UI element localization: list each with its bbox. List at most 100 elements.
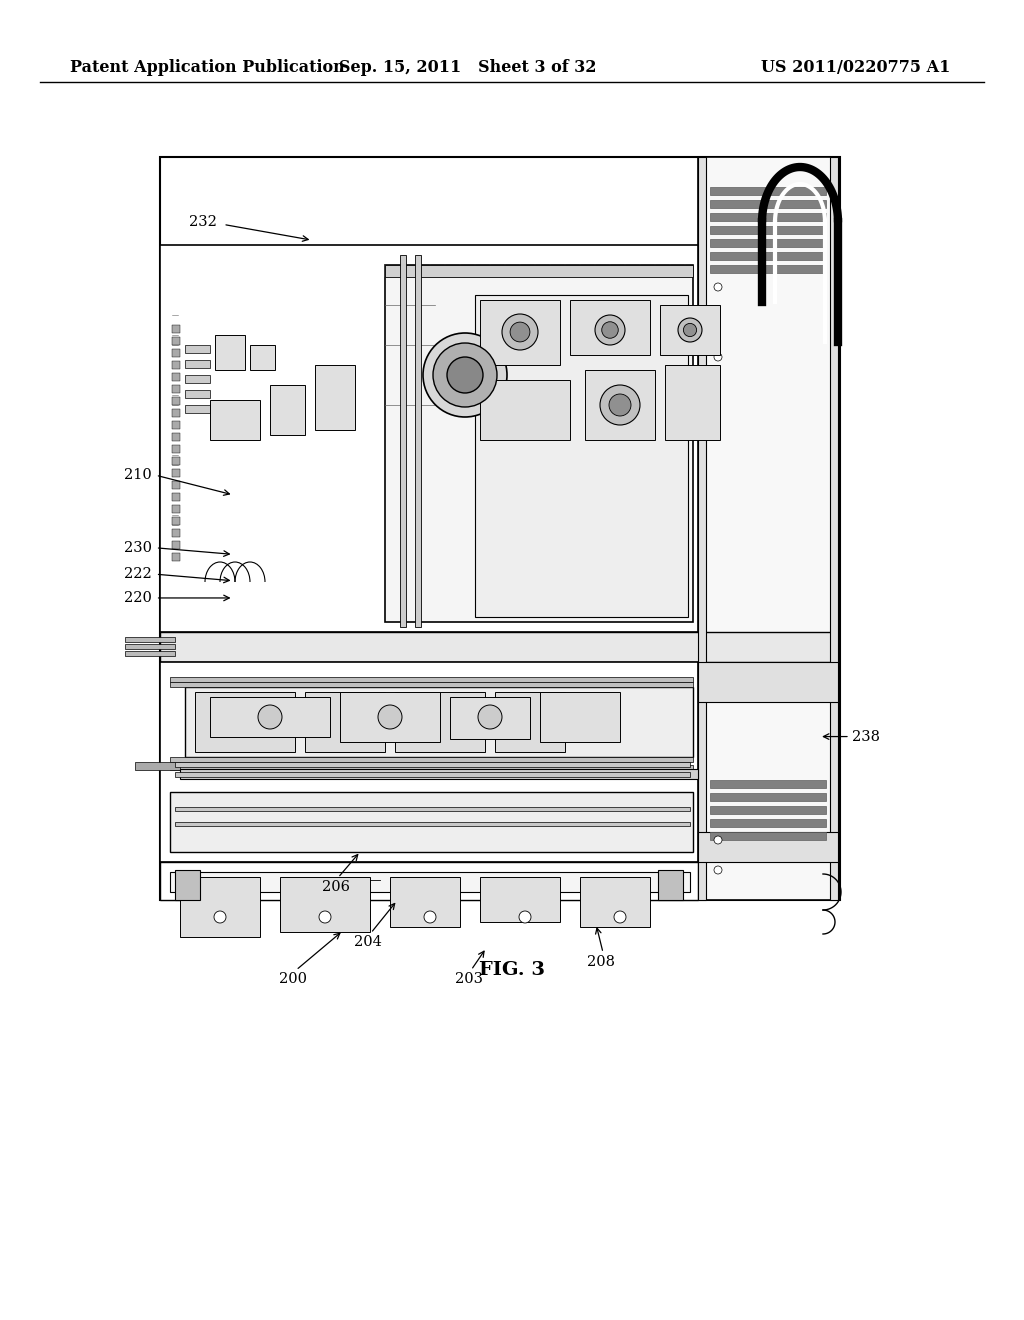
Circle shape: [600, 385, 640, 425]
Bar: [480, 380, 570, 440]
Circle shape: [478, 705, 502, 729]
Bar: [160, 862, 698, 900]
Circle shape: [319, 911, 331, 923]
Text: 238: 238: [852, 730, 880, 743]
Bar: [172, 517, 180, 525]
Circle shape: [423, 333, 507, 417]
Bar: [185, 405, 210, 413]
Circle shape: [614, 911, 626, 923]
Bar: [175, 822, 690, 826]
Bar: [395, 692, 485, 752]
Bar: [170, 873, 690, 892]
Bar: [710, 239, 826, 247]
Bar: [160, 632, 838, 663]
Bar: [172, 541, 180, 549]
Bar: [710, 793, 826, 801]
Circle shape: [683, 323, 696, 337]
Bar: [305, 692, 385, 752]
Bar: [710, 832, 826, 840]
Bar: [170, 766, 693, 770]
Circle shape: [424, 911, 436, 923]
Bar: [125, 644, 175, 649]
Bar: [280, 876, 370, 932]
Bar: [270, 385, 305, 436]
Circle shape: [378, 705, 402, 729]
Bar: [125, 638, 175, 642]
Bar: [172, 348, 180, 356]
Bar: [180, 876, 260, 937]
Bar: [698, 157, 838, 900]
Bar: [170, 677, 693, 682]
Bar: [195, 692, 295, 752]
Bar: [215, 335, 245, 370]
Circle shape: [258, 705, 282, 729]
Bar: [570, 300, 650, 355]
Text: US 2011/0220775 A1: US 2011/0220775 A1: [761, 59, 950, 77]
Bar: [385, 265, 693, 622]
Circle shape: [433, 343, 497, 407]
Bar: [160, 157, 840, 900]
Bar: [172, 337, 180, 345]
Text: 206: 206: [322, 880, 349, 894]
Bar: [710, 780, 826, 788]
Bar: [658, 870, 683, 900]
Bar: [175, 772, 690, 777]
Bar: [172, 360, 180, 370]
Bar: [172, 374, 180, 381]
Bar: [172, 469, 180, 477]
Bar: [830, 157, 838, 900]
Circle shape: [714, 352, 722, 360]
Circle shape: [214, 911, 226, 923]
Bar: [170, 756, 693, 762]
Bar: [340, 692, 440, 742]
Bar: [170, 682, 693, 686]
Text: FIG. 3: FIG. 3: [479, 961, 545, 979]
Bar: [172, 397, 180, 405]
Bar: [172, 433, 180, 441]
Bar: [172, 409, 180, 417]
Bar: [585, 370, 655, 440]
Bar: [210, 400, 260, 440]
Bar: [172, 325, 180, 333]
Text: 204: 204: [354, 936, 382, 949]
Bar: [250, 345, 275, 370]
Bar: [495, 692, 565, 752]
Bar: [415, 255, 421, 627]
Bar: [698, 157, 706, 900]
Bar: [180, 770, 698, 779]
Circle shape: [714, 282, 722, 290]
Circle shape: [510, 322, 529, 342]
Bar: [710, 807, 826, 814]
Bar: [210, 697, 330, 737]
Bar: [185, 360, 210, 368]
Bar: [172, 492, 180, 502]
Bar: [710, 265, 826, 273]
Bar: [710, 213, 826, 220]
Bar: [172, 480, 180, 488]
Bar: [172, 421, 180, 429]
Circle shape: [678, 318, 702, 342]
Text: 232: 232: [189, 215, 217, 228]
Bar: [480, 300, 560, 366]
Bar: [385, 265, 693, 277]
Bar: [185, 375, 210, 383]
Bar: [172, 457, 180, 465]
Bar: [400, 255, 406, 627]
Bar: [665, 366, 720, 440]
Bar: [185, 686, 693, 756]
Text: 200: 200: [279, 973, 306, 986]
Bar: [710, 252, 826, 260]
Circle shape: [609, 393, 631, 416]
Bar: [710, 201, 826, 209]
Bar: [540, 692, 620, 742]
Circle shape: [714, 866, 722, 874]
Bar: [135, 762, 180, 770]
Text: Sep. 15, 2011   Sheet 3 of 32: Sep. 15, 2011 Sheet 3 of 32: [339, 59, 597, 77]
Text: 208: 208: [587, 956, 614, 969]
Bar: [698, 663, 838, 702]
Text: 222: 222: [124, 568, 152, 581]
Text: 220: 220: [124, 591, 152, 605]
Bar: [390, 876, 460, 927]
Text: 203: 203: [455, 973, 482, 986]
Bar: [660, 305, 720, 355]
